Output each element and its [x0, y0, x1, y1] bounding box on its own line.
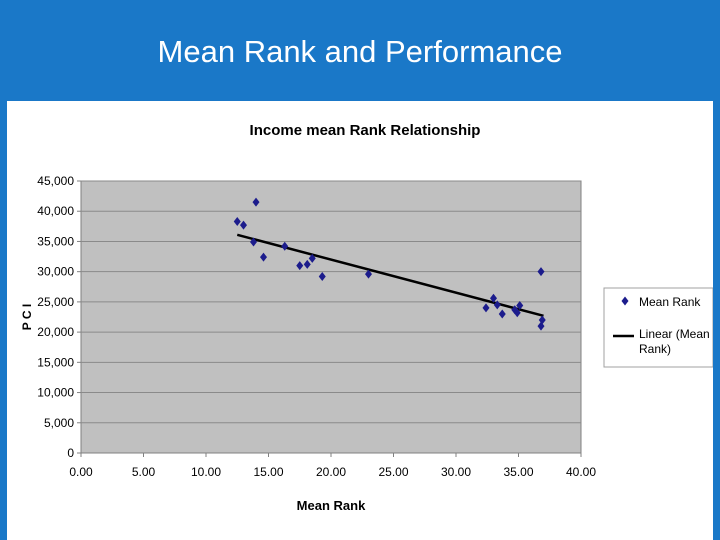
data-point — [250, 237, 257, 247]
data-point — [493, 300, 501, 310]
data-point — [318, 272, 326, 282]
data-point — [233, 216, 241, 226]
data-point — [513, 308, 521, 318]
data-point — [490, 293, 497, 303]
y-tick-label: 35,000 — [37, 234, 74, 248]
x-tick-label: 25.00 — [378, 465, 408, 479]
legend: Mean Rank Linear (Mean Rank) — [603, 287, 713, 368]
data-point — [308, 253, 316, 263]
legend-label-linear: Linear (Mean Rank) — [639, 327, 713, 356]
data-point — [498, 309, 506, 319]
legend-marker-icon — [621, 296, 629, 306]
x-tick-label: 40.00 — [566, 465, 596, 479]
scatter-chart: Income mean Rank Relationship 0 5,000 10,0… — [20, 122, 713, 513]
y-axis-label: P C I — [20, 304, 34, 330]
legend-label-mean-rank: Mean Rank — [639, 295, 701, 309]
plot-area — [80, 180, 582, 454]
y-tick-label: 40,000 — [37, 204, 74, 218]
x-tick-label: 0.00 — [69, 465, 93, 479]
data-point — [296, 261, 304, 271]
y-tick-label: 0 — [67, 446, 74, 460]
chart-panel: Income mean Rank Relationship 0 5,000 10,0… — [7, 101, 713, 540]
data-point — [482, 303, 490, 313]
y-tick-label: 10,000 — [37, 386, 74, 400]
data-point — [365, 269, 372, 279]
data-points — [233, 197, 546, 331]
x-tick-label: 35.00 — [503, 465, 533, 479]
x-tick-label: 20.00 — [316, 465, 346, 479]
gridlines — [81, 180, 581, 424]
data-point — [240, 220, 247, 230]
y-tick-label: 45,000 — [37, 174, 74, 188]
y-tick-label: 5,000 — [44, 416, 74, 430]
slide-title: Mean Rank and Performance — [157, 34, 563, 69]
chart-title: Income mean Rank Relationship — [250, 122, 481, 139]
trendline-linear — [236, 233, 544, 317]
slide-header: Mean Rank and Performance — [0, 0, 720, 100]
x-tick-label: 15.00 — [253, 465, 283, 479]
x-tick-label: 5.00 — [132, 465, 156, 479]
x-axis-ticks: 0.00 5.00 10.00 15.00 20.00 25.00 30.00 35.00 40… — [69, 453, 596, 479]
y-tick-label: 30,000 — [37, 265, 74, 279]
data-point — [260, 252, 267, 262]
data-point — [516, 301, 524, 311]
trendline — [236, 233, 544, 317]
y-tick-label: 20,000 — [37, 325, 74, 339]
x-axis-label: Mean Rank — [297, 498, 366, 513]
data-point — [281, 241, 289, 251]
y-axis-ticks: 0 5,000 10,000 15,000 20,000 25,000 30,000 35,0… — [37, 174, 81, 460]
y-tick-label: 25,000 — [37, 295, 74, 309]
data-point — [537, 267, 545, 277]
data-point — [252, 197, 260, 207]
data-point — [537, 321, 545, 331]
x-tick-label: 30.00 — [441, 465, 471, 479]
data-point — [303, 259, 311, 269]
y-tick-label: 15,000 — [37, 355, 74, 369]
x-tick-label: 10.00 — [191, 465, 221, 479]
